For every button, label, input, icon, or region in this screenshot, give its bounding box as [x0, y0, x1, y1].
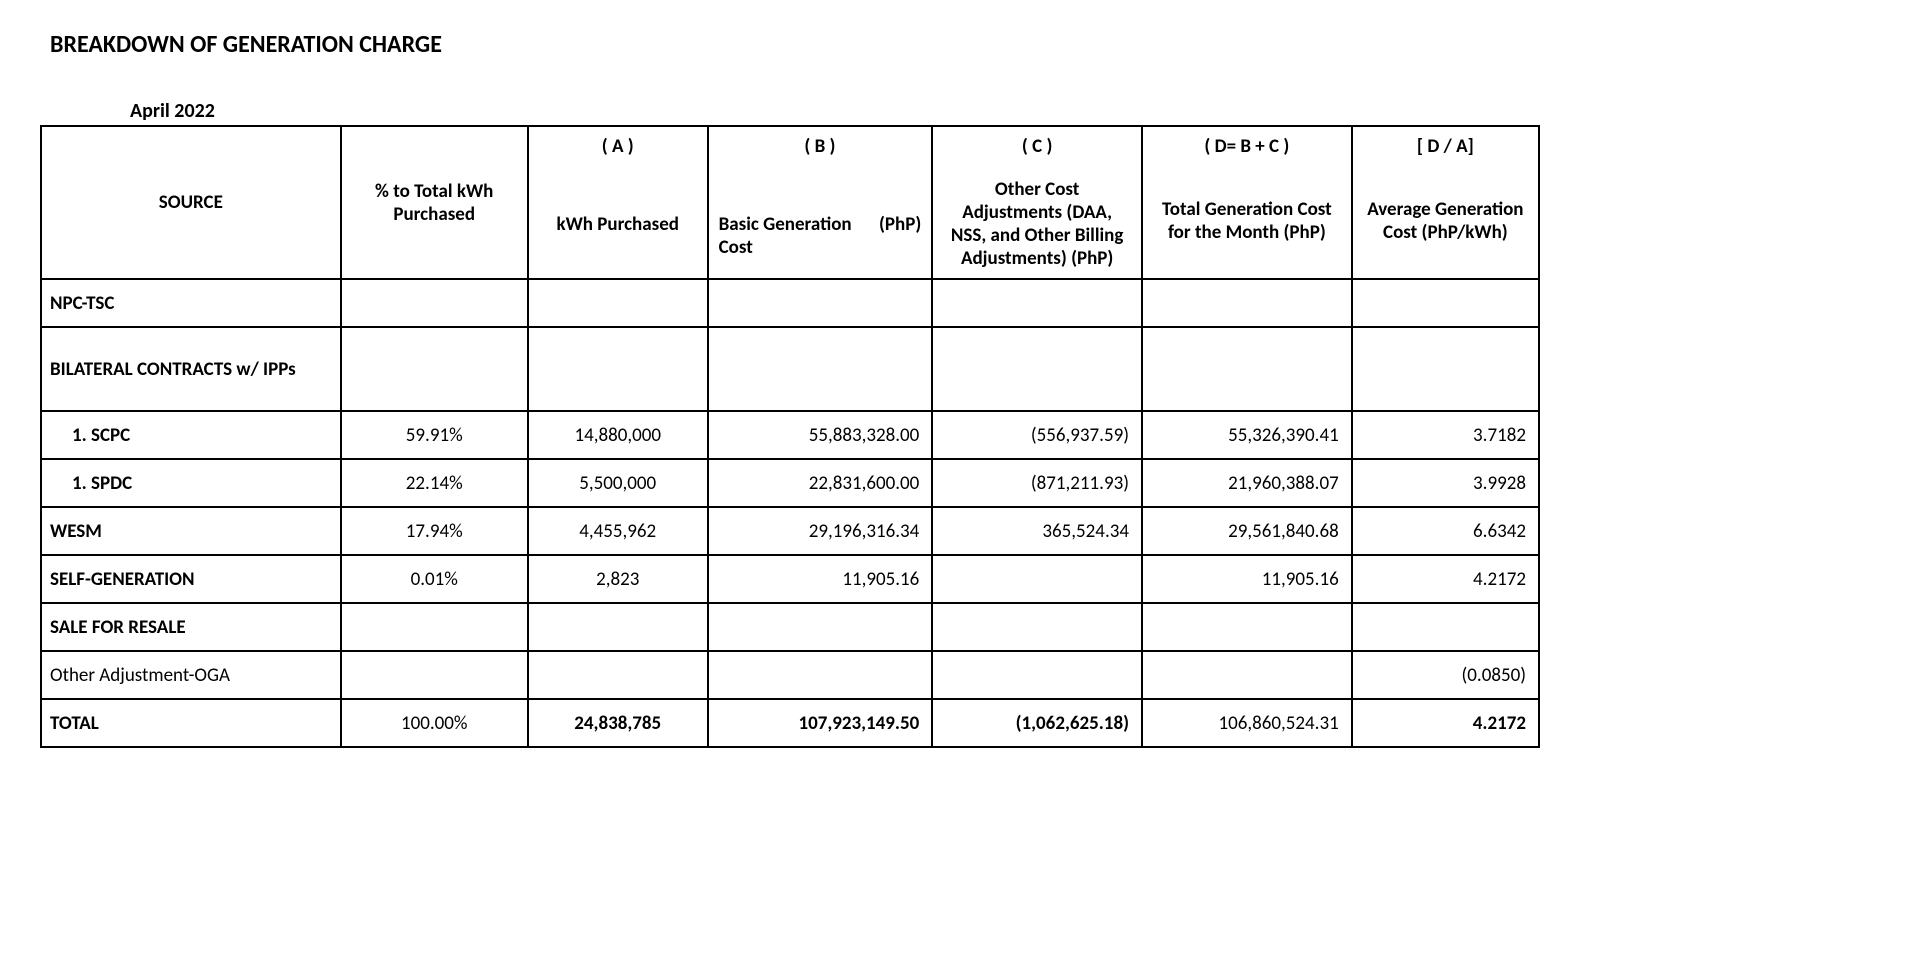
header-b-label-left: Basic Generation Cost	[719, 213, 879, 259]
table-row: WESM17.94%4,455,96229,196,316.34365,524.…	[41, 507, 1539, 555]
cell-b: 11,905.16	[708, 555, 933, 603]
cell-total-source: TOTAL	[41, 699, 341, 747]
cell-source: Other Adjustment-OGA	[41, 651, 341, 699]
cell-c	[932, 555, 1142, 603]
cell-b	[708, 603, 933, 651]
cell-c	[932, 603, 1142, 651]
header-source: SOURCE	[41, 126, 341, 279]
header-da-label: Average Generation Cost (PhP/kWh)	[1363, 198, 1528, 244]
page-title: BREAKDOWN OF GENERATION CHARGE	[40, 30, 1871, 59]
cell-d	[1142, 651, 1352, 699]
cell-source: 1. SCPC	[41, 411, 341, 459]
cell-b: 29,196,316.34	[708, 507, 933, 555]
header-c: ( C ) Other Cost Adjustments (DAA, NSS, …	[932, 126, 1142, 279]
cell-source: NPC-TSC	[41, 279, 341, 327]
cell-total-b: 107,923,149.50	[708, 699, 933, 747]
header-b-label-right: (PhP)	[879, 213, 921, 259]
cell-b	[708, 279, 933, 327]
cell-da: 4.2172	[1352, 555, 1539, 603]
cell-total-d: 106,860,524.31	[1142, 699, 1352, 747]
cell-a: 4,455,962	[528, 507, 708, 555]
cell-da: 3.9928	[1352, 459, 1539, 507]
cell-pct: 59.91%	[341, 411, 528, 459]
cell-a: 5,500,000	[528, 459, 708, 507]
cell-da: (0.0850)	[1352, 651, 1539, 699]
table-row: SALE FOR RESALE	[41, 603, 1539, 651]
cell-da	[1352, 327, 1539, 411]
header-d-label: Total Generation Cost for the Month (PhP…	[1153, 198, 1341, 244]
cell-c: (556,937.59)	[932, 411, 1142, 459]
header-a: ( A ) kWh Purchased	[528, 126, 708, 279]
cell-c	[932, 327, 1142, 411]
cell-b	[708, 327, 933, 411]
cell-d: 29,561,840.68	[1142, 507, 1352, 555]
cell-da: 3.7182	[1352, 411, 1539, 459]
cell-a: 14,880,000	[528, 411, 708, 459]
header-d-tag: ( D= B + C )	[1204, 135, 1289, 158]
cell-total-pct: 100.00%	[341, 699, 528, 747]
table-body: NPC-TSCBILATERAL CONTRACTS w/ IPPs1. SCP…	[41, 279, 1539, 747]
cell-source: SALE FOR RESALE	[41, 603, 341, 651]
cell-c	[932, 651, 1142, 699]
cell-pct	[341, 603, 528, 651]
table-header-row: SOURCE % to Total kWh Purchased ( A ) kW…	[41, 126, 1539, 279]
cell-source: SELF-GENERATION	[41, 555, 341, 603]
cell-b	[708, 651, 933, 699]
cell-a	[528, 651, 708, 699]
cell-a	[528, 327, 708, 411]
cell-c	[932, 279, 1142, 327]
cell-da: 6.6342	[1352, 507, 1539, 555]
cell-d: 21,960,388.07	[1142, 459, 1352, 507]
cell-total-da: 4.2172	[1352, 699, 1539, 747]
header-da: [ D / A] Average Generation Cost (PhP/kW…	[1352, 126, 1539, 279]
cell-d: 55,326,390.41	[1142, 411, 1352, 459]
header-pct: % to Total kWh Purchased	[341, 126, 528, 279]
cell-source: BILATERAL CONTRACTS w/ IPPs	[41, 327, 341, 411]
cell-pct: 17.94%	[341, 507, 528, 555]
cell-d: 11,905.16	[1142, 555, 1352, 603]
header-b: ( B ) Basic Generation Cost (PhP)	[708, 126, 933, 279]
cell-pct	[341, 327, 528, 411]
cell-d	[1142, 603, 1352, 651]
cell-d	[1142, 327, 1352, 411]
cell-da	[1352, 279, 1539, 327]
cell-total-c: (1,062,625.18)	[932, 699, 1142, 747]
table-total-row: TOTAL100.00%24,838,785107,923,149.50(1,0…	[41, 699, 1539, 747]
header-a-label: kWh Purchased	[539, 213, 697, 236]
cell-source: 1. SPDC	[41, 459, 341, 507]
table-row: 1. SPDC22.14%5,500,00022,831,600.00(871,…	[41, 459, 1539, 507]
table-row: 1. SCPC59.91%14,880,00055,883,328.00(556…	[41, 411, 1539, 459]
cell-pct: 0.01%	[341, 555, 528, 603]
table-row: NPC-TSC	[41, 279, 1539, 327]
cell-source: WESM	[41, 507, 341, 555]
header-a-tag: ( A )	[602, 135, 634, 158]
cell-a: 2,823	[528, 555, 708, 603]
table-row: BILATERAL CONTRACTS w/ IPPs	[41, 327, 1539, 411]
header-b-tag: ( B )	[804, 135, 835, 158]
cell-da	[1352, 603, 1539, 651]
cell-d	[1142, 279, 1352, 327]
table-row: SELF-GENERATION0.01%2,82311,905.1611,905…	[41, 555, 1539, 603]
cell-pct: 22.14%	[341, 459, 528, 507]
generation-charge-table: SOURCE % to Total kWh Purchased ( A ) kW…	[40, 125, 1540, 748]
cell-pct	[341, 279, 528, 327]
header-da-tag: [ D / A]	[1417, 135, 1474, 158]
cell-total-a: 24,838,785	[528, 699, 708, 747]
period-label: April 2022	[40, 99, 1871, 123]
cell-a	[528, 279, 708, 327]
cell-c: 365,524.34	[932, 507, 1142, 555]
cell-a	[528, 603, 708, 651]
cell-c: (871,211.93)	[932, 459, 1142, 507]
cell-pct	[341, 651, 528, 699]
table-row: Other Adjustment-OGA (0.0850)	[41, 651, 1539, 699]
header-c-tag: ( C )	[1022, 135, 1053, 158]
cell-b: 22,831,600.00	[708, 459, 933, 507]
cell-b: 55,883,328.00	[708, 411, 933, 459]
header-c-label: Other Cost Adjustments (DAA, NSS, and Ot…	[943, 178, 1131, 270]
header-d: ( D= B + C ) Total Generation Cost for t…	[1142, 126, 1352, 279]
